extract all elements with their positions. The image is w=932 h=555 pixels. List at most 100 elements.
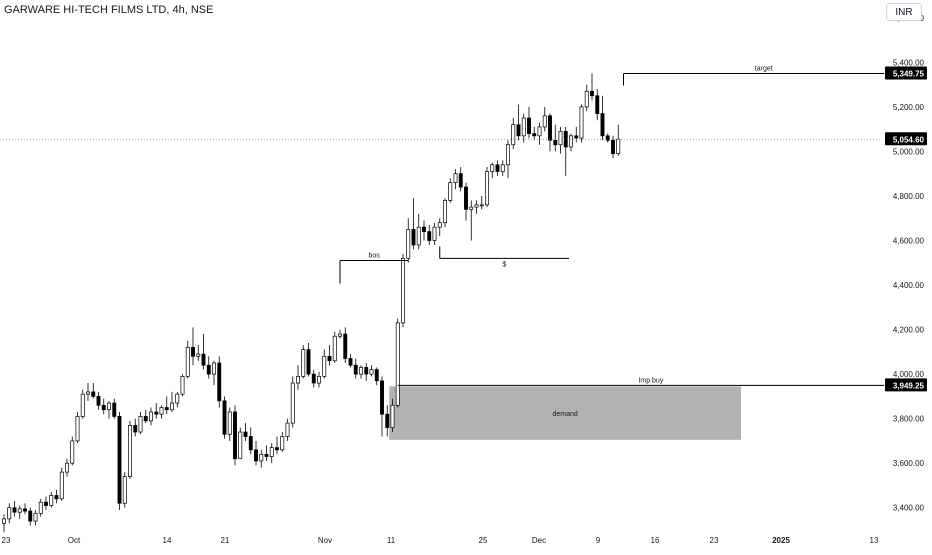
candle[interactable]: [254, 449, 258, 462]
candle[interactable]: [327, 355, 332, 362]
candle[interactable]: [91, 391, 96, 397]
candle[interactable]: [107, 402, 111, 411]
candle[interactable]: [285, 422, 290, 437]
candle[interactable]: [380, 380, 384, 415]
candle[interactable]: [112, 402, 117, 417]
candle[interactable]: [558, 131, 563, 146]
candle[interactable]: [364, 367, 369, 375]
candle[interactable]: [343, 333, 348, 359]
candle[interactable]: [511, 124, 516, 146]
candle[interactable]: [128, 424, 132, 477]
candle[interactable]: [149, 411, 153, 422]
candle[interactable]: [96, 396, 101, 406]
candle[interactable]: [248, 436, 253, 451]
candle[interactable]: [80, 393, 85, 417]
candle[interactable]: [17, 508, 22, 513]
candle[interactable]: [23, 508, 27, 512]
candle[interactable]: [243, 431, 248, 437]
candle[interactable]: [33, 512, 38, 522]
candle[interactable]: [65, 462, 69, 473]
candle[interactable]: [411, 229, 416, 246]
candle[interactable]: [12, 507, 17, 513]
candle[interactable]: [616, 138, 621, 155]
candle[interactable]: [238, 431, 243, 460]
candle[interactable]: [322, 355, 327, 377]
candle[interactable]: [600, 113, 605, 137]
candle[interactable]: [521, 117, 526, 137]
last-price-tag[interactable]: 5,054.60: [885, 132, 927, 146]
candle[interactable]: [422, 226, 426, 232]
candle[interactable]: [332, 335, 337, 362]
candle[interactable]: [590, 90, 594, 97]
candle[interactable]: [532, 133, 537, 137]
candle[interactable]: [143, 416, 148, 422]
candle[interactable]: [70, 440, 75, 464]
candle[interactable]: [164, 407, 169, 411]
candle[interactable]: [201, 353, 206, 366]
candle[interactable]: [154, 411, 159, 415]
candle[interactable]: [7, 507, 12, 520]
candle[interactable]: [548, 115, 552, 141]
candle[interactable]: [49, 495, 54, 506]
candle[interactable]: [233, 411, 237, 460]
candle[interactable]: [374, 369, 379, 382]
candle[interactable]: [86, 391, 90, 395]
candle[interactable]: [133, 424, 138, 433]
candle[interactable]: [311, 373, 316, 384]
candle[interactable]: [611, 139, 615, 155]
candle[interactable]: [390, 404, 395, 428]
candle[interactable]: [175, 393, 180, 404]
candle[interactable]: [416, 226, 421, 246]
candle[interactable]: [553, 139, 558, 146]
candle[interactable]: [569, 135, 573, 148]
candle[interactable]: [453, 173, 458, 183]
candle[interactable]: [348, 358, 353, 366]
candle[interactable]: [101, 404, 106, 411]
candle[interactable]: [275, 447, 279, 451]
candle[interactable]: [506, 144, 510, 166]
candle[interactable]: [185, 347, 190, 377]
candle[interactable]: [217, 362, 222, 402]
candle[interactable]: [180, 375, 185, 395]
candle[interactable]: [584, 90, 589, 108]
candle[interactable]: [458, 173, 463, 188]
candle[interactable]: [432, 226, 437, 241]
candle[interactable]: [579, 106, 584, 139]
candle[interactable]: [464, 186, 468, 210]
candle[interactable]: [406, 229, 411, 259]
candle[interactable]: [54, 495, 59, 500]
target-price-tag[interactable]: 5,349.75: [885, 66, 927, 80]
candle[interactable]: [212, 362, 216, 375]
candle[interactable]: [301, 349, 306, 377]
candle[interactable]: [448, 182, 453, 201]
candle[interactable]: [269, 447, 274, 457]
candle[interactable]: [196, 353, 201, 357]
candle[interactable]: [437, 222, 442, 228]
candle[interactable]: [469, 206, 474, 210]
candle[interactable]: [280, 436, 285, 451]
candle[interactable]: [338, 333, 342, 337]
candle[interactable]: [122, 476, 127, 504]
candle[interactable]: [117, 416, 122, 504]
candle[interactable]: [395, 322, 400, 406]
candle[interactable]: [595, 95, 600, 114]
candle[interactable]: [516, 124, 521, 137]
candle[interactable]: [75, 416, 80, 442]
candle[interactable]: [296, 375, 300, 384]
imp-buy-price-tag[interactable]: 3,949.25: [885, 378, 927, 392]
candle[interactable]: [317, 375, 321, 384]
candle[interactable]: [605, 135, 610, 141]
candle[interactable]: [401, 257, 405, 324]
candle[interactable]: [359, 367, 363, 375]
candle[interactable]: [485, 171, 489, 206]
candle[interactable]: [28, 510, 33, 522]
candle[interactable]: [59, 471, 64, 500]
candle[interactable]: [527, 117, 531, 134]
candle[interactable]: [495, 164, 500, 172]
candle[interactable]: [443, 200, 447, 224]
candle[interactable]: [222, 400, 227, 435]
candle[interactable]: [537, 126, 542, 137]
candle[interactable]: [479, 204, 484, 207]
candle[interactable]: [170, 402, 174, 411]
